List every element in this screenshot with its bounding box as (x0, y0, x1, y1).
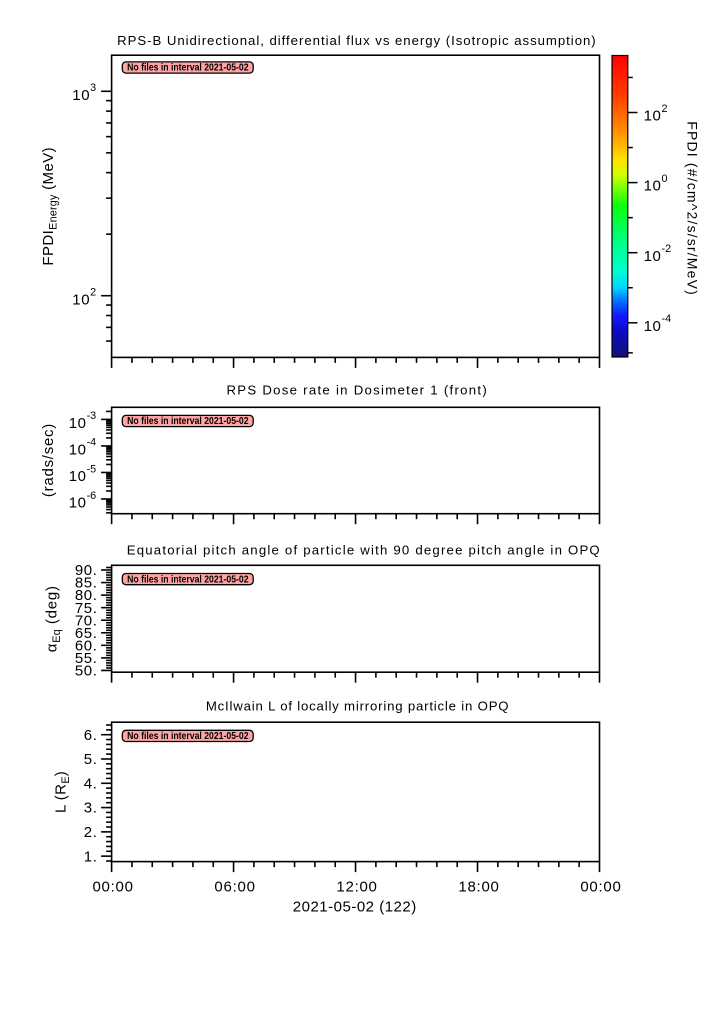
svg-text:50.: 50. (75, 663, 98, 680)
svg-text:No files in interval 2021-05-0: No files in interval 2021-05-02 (127, 416, 249, 427)
svg-text:85.: 85. (75, 575, 98, 592)
svg-text:55.: 55. (75, 650, 98, 667)
svg-text:12:00: 12:00 (336, 879, 377, 896)
svg-text:06:00: 06:00 (214, 879, 254, 896)
svg-text:1.: 1. (84, 848, 98, 865)
svg-text:No files in interval 2021-05-0: No files in interval 2021-05-02 (127, 63, 249, 74)
svg-text:00:00: 00:00 (92, 879, 133, 896)
svg-text:L (RE): L (RE) (53, 771, 73, 813)
svg-text:6.: 6. (84, 727, 98, 744)
svg-text:Equatorial pitch angle of part: Equatorial pitch angle of particle with … (127, 543, 600, 558)
svg-text:RPS Dose rate in Dosimeter 1: RPS Dose rate in Dosimeter 1 (front) (226, 382, 486, 397)
svg-text:00:00: 00:00 (580, 879, 621, 896)
svg-text:18:00: 18:00 (458, 879, 499, 896)
svg-text:60.: 60. (75, 637, 98, 654)
svg-text:70.: 70. (75, 612, 98, 629)
svg-text:2021-05-02 (122): 2021-05-02 (122) (293, 899, 417, 916)
svg-text:McIlwain L of locally mirrorin: McIlwain L of locally mirroring particle… (206, 699, 509, 714)
svg-text:FPDIEnergy (MeV): FPDIEnergy (MeV) (40, 147, 60, 266)
svg-text:3.: 3. (84, 800, 98, 817)
svg-text:65.: 65. (75, 625, 98, 642)
svg-text:No files in interval 2021-05-0: No files in interval 2021-05-02 (127, 731, 249, 742)
svg-text:75.: 75. (75, 600, 98, 617)
svg-text:5.: 5. (84, 751, 98, 768)
svg-text:80.: 80. (75, 587, 98, 604)
svg-text:4.: 4. (84, 775, 98, 792)
svg-text:No files in interval 2021-05-0: No files in interval 2021-05-02 (127, 574, 249, 585)
svg-text:2.: 2. (84, 824, 98, 841)
svg-text:RPS-B Unidirectional, differe: RPS-B Unidirectional, differential flux … (117, 33, 596, 48)
svg-text:90.: 90. (75, 562, 98, 579)
svg-text:(rads/sec): (rads/sec) (40, 424, 57, 497)
svg-text:FPDI (#/cm^2/s/sr/MeV): FPDI (#/cm^2/s/sr/MeV) (684, 121, 700, 295)
